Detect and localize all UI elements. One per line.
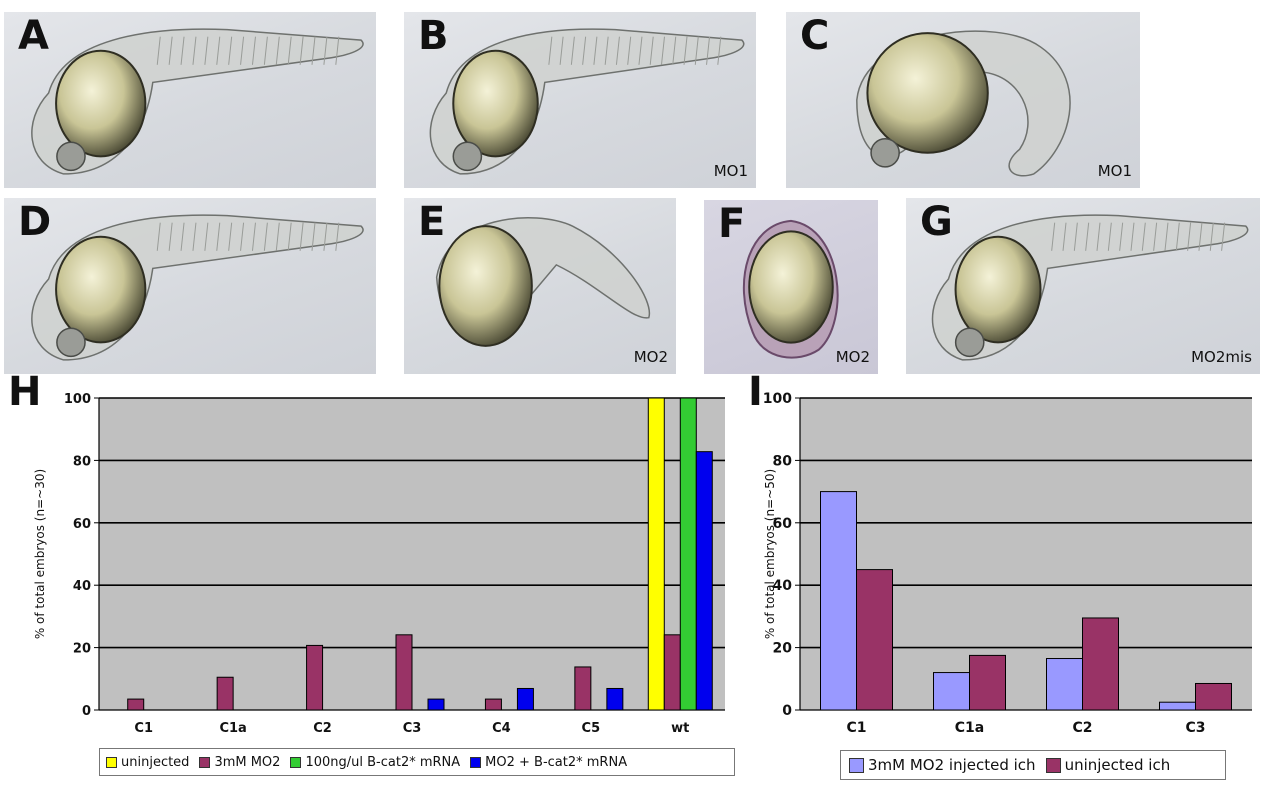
legend-label: 3mM MO2 injected ich — [868, 756, 1036, 774]
bar — [1195, 682, 1232, 711]
embryo-image — [435, 217, 651, 347]
embryo-photo-f — [704, 200, 878, 374]
embryo-image — [931, 214, 1249, 361]
bar — [427, 698, 445, 711]
x-tick-label: C1 — [134, 721, 153, 736]
bar — [1082, 617, 1119, 711]
panel-tag-c: MO1 — [1097, 162, 1132, 180]
x-tick-label: C4 — [492, 721, 511, 736]
legend-label: MO2 + B-cat2* mRNA — [485, 754, 628, 770]
embryo-image — [31, 28, 364, 175]
x-tick-label: C2 — [313, 721, 332, 736]
legend-item: 3mM MO2 injected ich — [849, 756, 1036, 774]
legend-label: uninjected — [121, 754, 190, 770]
legend-item: uninjected ich — [1045, 756, 1171, 774]
x-tick-label: wt — [671, 721, 689, 736]
y-tick-label: 40 — [773, 578, 793, 594]
bar — [1046, 658, 1083, 711]
bar — [306, 644, 324, 711]
panel-tag-g: MO2mis — [1191, 348, 1252, 366]
bar — [395, 634, 413, 711]
legend-swatch — [106, 756, 117, 768]
chart-h: 0 20 40 60 80 100 % of total embryos (n=~30) C1… — [33, 392, 725, 736]
bar — [856, 569, 893, 711]
panel-letter-f: F — [718, 201, 746, 247]
bar — [820, 491, 857, 711]
embryo-photo-c — [786, 12, 1140, 188]
x-tick-label: C1a — [955, 720, 984, 736]
legend-item: uninjected — [106, 755, 189, 770]
legend-label: 3mM MO2 — [214, 754, 281, 770]
y-tick-label: 80 — [773, 453, 793, 469]
panel-letter-h: H — [8, 369, 42, 415]
chart-i: 0 20 40 60 80 100 % of total embryos (n=~50) C1… — [763, 391, 1252, 736]
bar — [969, 654, 1006, 711]
x-tick-label: C1 — [846, 720, 866, 736]
y-tick-label: 80 — [73, 454, 91, 469]
y-axis-label: % of total embryos (n=~50) — [763, 469, 777, 639]
bar — [484, 698, 502, 711]
y-tick-label: 20 — [773, 641, 793, 657]
panel-tag-b: MO1 — [713, 162, 748, 180]
bar — [663, 634, 681, 711]
y-axis-label: % of total embryos (n=~30) — [33, 469, 47, 639]
bar — [933, 672, 970, 711]
legend-swatch — [470, 756, 482, 768]
panel-letter-c: C — [800, 13, 830, 59]
embryo-image — [31, 214, 364, 361]
x-tick-label: C2 — [1072, 720, 1092, 736]
x-tick-label: C5 — [582, 721, 601, 736]
panel-letter-i: I — [748, 369, 763, 415]
legend-swatch — [849, 757, 864, 773]
embryo-image — [429, 28, 745, 175]
legend-label: uninjected ich — [1064, 756, 1171, 774]
legend-swatch — [1045, 757, 1061, 773]
panel-letter-d: D — [18, 199, 52, 245]
embryo-photo-g — [906, 198, 1260, 374]
bar — [216, 676, 234, 711]
panel-letter-a: A — [18, 13, 49, 59]
y-tick-label: 60 — [773, 516, 793, 532]
legend-item: 100ng/ul B-cat2* mRNA — [290, 755, 460, 770]
x-tick-label: C3 — [1185, 720, 1205, 736]
legend-i: 3mM MO2 injected ich uninjected ich — [840, 750, 1226, 780]
y-tick-label: 40 — [73, 579, 91, 594]
panel-letter-e: E — [418, 199, 446, 245]
panel-letter-g: G — [920, 199, 953, 245]
y-tick-label: 0 — [782, 703, 792, 719]
panel-letter-b: B — [418, 13, 449, 59]
embryo-image — [856, 30, 1071, 177]
bar — [516, 687, 534, 711]
bar — [127, 698, 145, 711]
y-tick-label: 20 — [73, 642, 91, 657]
legend-item: 3mM MO2 — [199, 755, 280, 770]
embryo-image — [742, 219, 839, 359]
bar — [606, 687, 624, 711]
y-tick-label: 100 — [64, 392, 91, 407]
panel-tag-e: MO2 — [633, 348, 668, 366]
legend-h: uninjected 3mM MO2 100ng/ul B-cat2* mRNA MO… — [99, 748, 735, 776]
x-tick-label: C1a — [219, 721, 246, 736]
legend-swatch — [199, 756, 211, 768]
y-tick-label: 60 — [73, 517, 91, 532]
embryo-photo-a — [4, 12, 376, 188]
bar — [1159, 701, 1196, 711]
bar — [695, 451, 713, 711]
legend-label: 100ng/ul B-cat2* mRNA — [305, 754, 461, 770]
bar — [647, 397, 665, 711]
panel-tag-f: MO2 — [835, 348, 870, 366]
embryo-photo-d — [4, 198, 376, 374]
embryo-photo-e — [404, 198, 676, 374]
legend-item: MO2 + B-cat2* mRNA — [470, 755, 627, 770]
legend-swatch — [290, 756, 302, 768]
bar — [679, 397, 697, 711]
y-tick-label: 0 — [82, 704, 91, 719]
x-tick-label: C3 — [403, 721, 422, 736]
embryo-photo-b — [404, 12, 756, 188]
y-tick-label: 100 — [763, 391, 792, 407]
bar — [574, 666, 592, 711]
